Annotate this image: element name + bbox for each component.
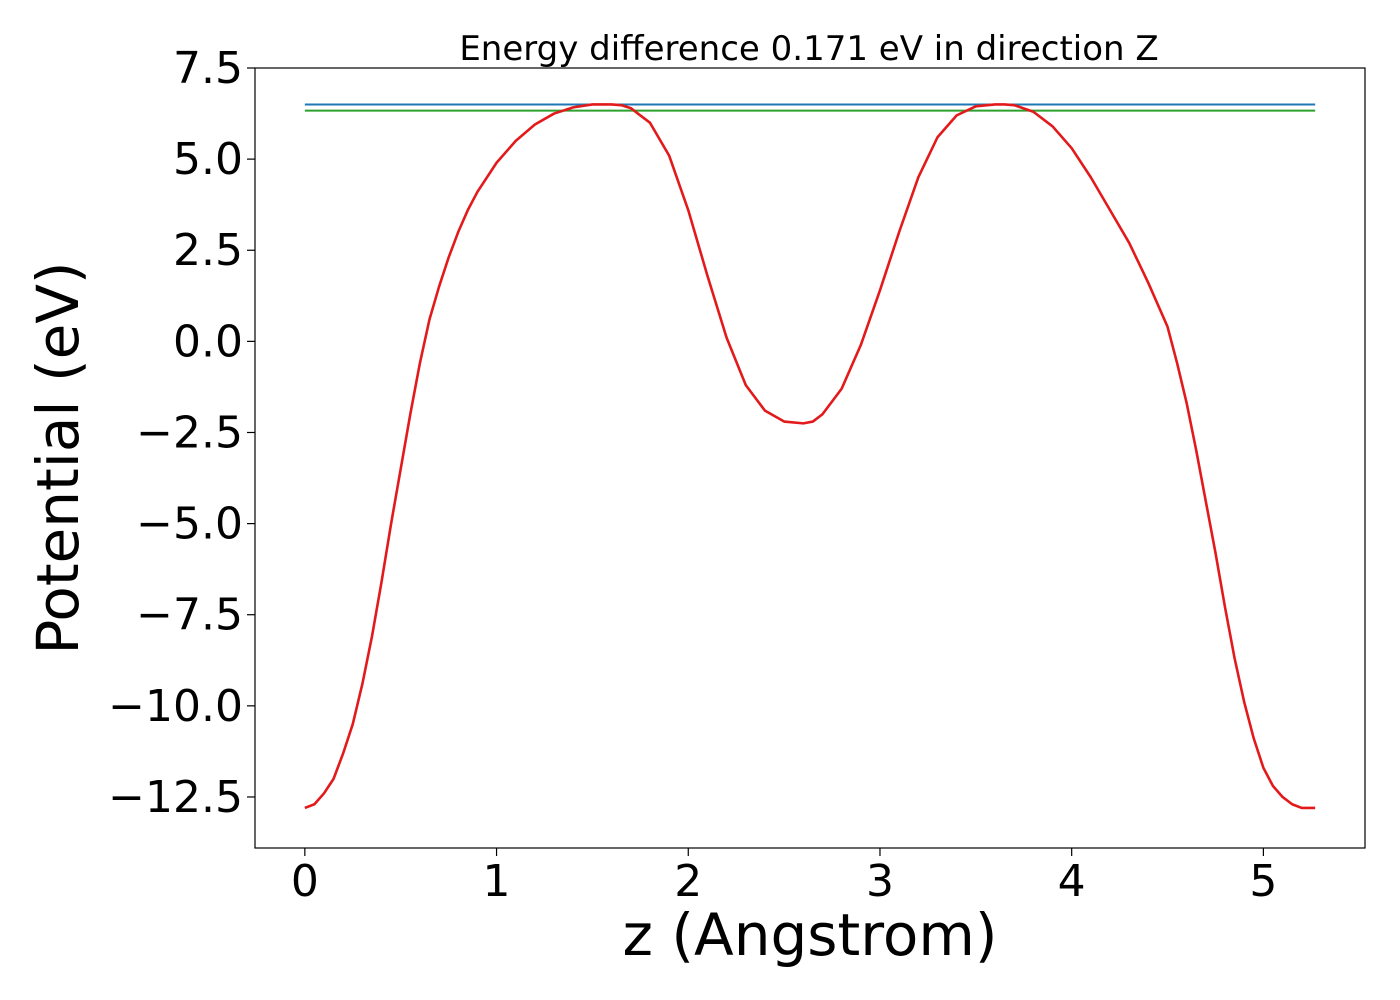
y-tick-label: −2.5 — [136, 407, 243, 458]
y-tick-label: −5.0 — [136, 499, 243, 550]
x-tick-label: 5 — [1249, 856, 1277, 907]
y-tick-label: −7.5 — [136, 590, 243, 641]
chart-title: Energy difference 0.171 eV in direction … — [459, 29, 1158, 69]
x-tick-label: 1 — [483, 856, 511, 907]
y-tick-label: 2.5 — [173, 225, 243, 276]
y-axis-label: Potential (eV) — [24, 261, 92, 654]
x-tick-label: 4 — [1058, 856, 1086, 907]
x-tick-label: 3 — [866, 856, 894, 907]
y-tick-label: 7.5 — [173, 43, 243, 94]
y-tick-label: 0.0 — [173, 316, 243, 367]
x-axis-label: z (Angstrom) — [623, 901, 998, 969]
plot-frame — [254, 67, 1366, 849]
y-tick-label: 5.0 — [173, 134, 243, 185]
ticks-layer: 0 1 2 3 4 5 7.5 5.0 2.5 0.0 −2.5 −5.0 −7.5 −10.0 −12.5 — [108, 43, 1277, 907]
potential-curve — [304, 103, 1316, 810]
x-tick-label: 0 — [291, 856, 319, 907]
y-tick-label: −10.0 — [108, 681, 243, 732]
series-layer — [304, 103, 1316, 810]
y-tick-label: −12.5 — [108, 772, 243, 823]
x-tick-label: 2 — [674, 856, 702, 907]
